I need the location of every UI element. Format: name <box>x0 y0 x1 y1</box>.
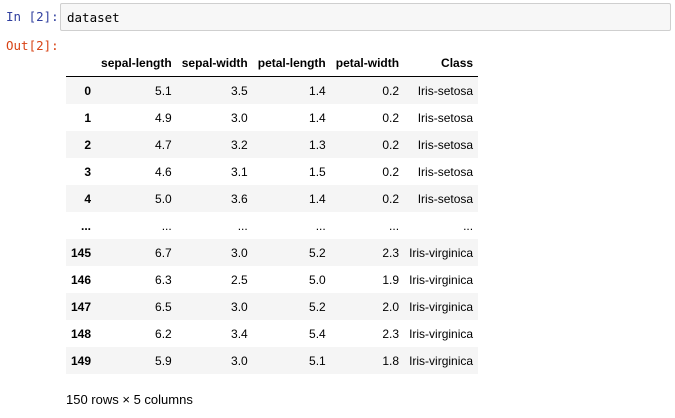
table-cell: ... <box>161 218 172 233</box>
row-index: 4 <box>84 191 92 206</box>
table-cell: 6.3 <box>155 272 172 287</box>
table-cell: Iris-setosa <box>417 164 474 179</box>
row-index: 148 <box>71 326 92 341</box>
column-header-petal-width: petal-width <box>330 50 405 77</box>
table-cell: 0.2 <box>382 137 400 152</box>
table-cell: 1.4 <box>309 83 326 98</box>
table-cell: 2.3 <box>382 326 400 341</box>
table-cell: 5.0 <box>309 272 326 287</box>
table-shape-text: 150 rows × 5 columns <box>66 392 193 407</box>
table-row: 147 6.5 3.0 5.2 2.0 Iris-virginica <box>66 293 479 320</box>
table-cell: 0.2 <box>382 83 400 98</box>
table-cell: 0.2 <box>382 110 400 125</box>
table-cell: 1.5 <box>309 164 326 179</box>
table-row: 2 4.7 3.2 1.3 0.2 Iris-setosa <box>66 131 479 158</box>
index-header <box>66 50 97 77</box>
table-cell: 5.2 <box>309 299 326 314</box>
table-cell: 1.4 <box>309 191 326 206</box>
code-text[interactable]: dataset <box>67 10 120 25</box>
table-cell: 3.1 <box>231 164 248 179</box>
table-cell: 3.0 <box>231 299 248 314</box>
table-cell: ... <box>315 218 326 233</box>
table-cell: ... <box>237 218 248 233</box>
output-prompt: Out[2]: <box>6 38 59 53</box>
table-cell: 5.2 <box>309 245 326 260</box>
table-cell: 2.5 <box>231 272 248 287</box>
table-cell: Iris-setosa <box>417 83 474 98</box>
table-row: 0 5.1 3.5 1.4 0.2 Iris-setosa <box>66 76 479 104</box>
table-cell: 1.4 <box>309 110 326 125</box>
table-cell: 3.0 <box>231 245 248 260</box>
table-cell: 5.4 <box>309 326 326 341</box>
table-cell: 2.0 <box>382 299 400 314</box>
table-cell: 5.1 <box>155 83 172 98</box>
table-row: 3 4.6 3.1 1.5 0.2 Iris-setosa <box>66 158 478 185</box>
column-header-sepal-length: sepal-length <box>96 50 177 77</box>
table-cell: 0.2 <box>382 191 400 206</box>
table-row: 149 5.9 3.0 5.1 1.8 Iris-virginica <box>66 347 479 374</box>
table-cell: 1.3 <box>309 137 326 152</box>
table-cell: 3.2 <box>231 137 248 152</box>
table-cell: Iris-virginica <box>409 326 474 341</box>
input-prompt: In [2]: <box>6 9 59 24</box>
row-index: 0 <box>84 83 92 98</box>
row-index: 2 <box>84 137 92 152</box>
table-cell: Iris-virginica <box>409 353 474 368</box>
table-cell: ... <box>463 218 474 233</box>
column-header-sepal-width: sepal-width <box>176 50 253 77</box>
table-cell: 3.5 <box>231 83 248 98</box>
row-index: 149 <box>71 353 92 368</box>
table-row: 146 6.3 2.5 5.0 1.9 Iris-virginica <box>66 266 478 293</box>
table-cell: 5.9 <box>155 353 172 368</box>
dataframe-table: sepal-length sepal-width petal-length pe… <box>66 50 479 374</box>
table-cell: 0.2 <box>382 164 400 179</box>
row-index: 147 <box>71 299 92 314</box>
table-cell: 1.9 <box>382 272 400 287</box>
table-cell: 5.0 <box>155 191 172 206</box>
table-cell: 1.8 <box>382 353 400 368</box>
row-index: 146 <box>71 272 92 287</box>
row-index: 1 <box>84 110 92 125</box>
table-cell: Iris-setosa <box>417 137 474 152</box>
table-header-row: sepal-length sepal-width petal-length pe… <box>66 50 479 77</box>
table-cell: 3.0 <box>231 110 248 125</box>
table-cell: 6.5 <box>155 299 172 314</box>
table-row: 4 5.0 3.6 1.4 0.2 Iris-setosa <box>66 185 479 212</box>
row-index: 3 <box>84 164 92 179</box>
table-row: 1 4.9 3.0 1.4 0.2 Iris-setosa <box>66 104 478 131</box>
code-cell[interactable]: dataset <box>60 3 671 31</box>
row-index: ... <box>81 218 92 233</box>
table-cell: 4.9 <box>155 110 172 125</box>
table-cell: 3.6 <box>231 191 248 206</box>
table-cell: 4.7 <box>155 137 172 152</box>
table-row: .................. <box>66 212 478 239</box>
table-row: 145 6.7 3.0 5.2 2.3 Iris-virginica <box>66 239 479 266</box>
table-cell: Iris-virginica <box>409 272 474 287</box>
table-cell: 5.1 <box>309 353 326 368</box>
table-cell: Iris-setosa <box>417 191 474 206</box>
table-cell: 3.0 <box>231 353 248 368</box>
row-index: 145 <box>71 245 92 260</box>
table-row: 148 6.2 3.4 5.4 2.3 Iris-virginica <box>66 320 478 347</box>
column-header-class: Class <box>404 50 479 77</box>
table-cell: ... <box>389 218 400 233</box>
table-cell: 2.3 <box>382 245 400 260</box>
table-cell: Iris-virginica <box>409 299 474 314</box>
column-header-petal-length: petal-length <box>252 50 331 77</box>
table-cell: Iris-virginica <box>409 245 474 260</box>
table-cell: 6.2 <box>155 326 172 341</box>
table-cell: Iris-setosa <box>417 110 474 125</box>
table-cell: 4.6 <box>155 164 172 179</box>
table-cell: 3.4 <box>231 326 248 341</box>
table-cell: 6.7 <box>155 245 172 260</box>
